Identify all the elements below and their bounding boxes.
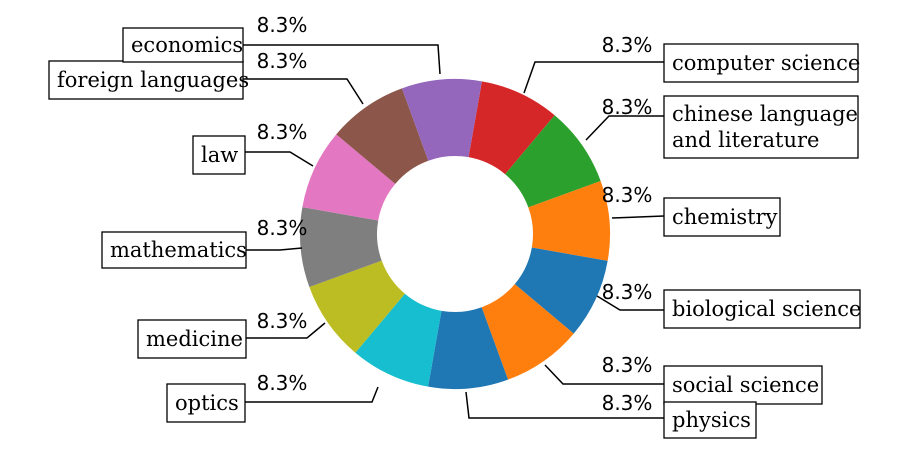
category-label-box [663,95,859,159]
slice-percent-label: 8.3% [602,183,653,207]
slice-percent-label: 8.3% [602,95,653,119]
category-label-box [663,43,859,83]
slice-social-science [481,284,574,380]
category-label: biological science [672,297,861,321]
leader-line [585,115,664,141]
category-label-box [663,365,823,405]
slice-economics [401,78,482,161]
category-label-box [663,197,781,237]
category-label: medicine [146,327,243,351]
leader-line [243,78,364,105]
slice-percent-label: 8.3% [257,13,308,37]
leader-line [523,61,664,94]
slice-physics [428,307,509,389]
category-label: physics [672,408,751,432]
category-label-box [137,319,247,359]
category-label: chemistry [672,205,778,229]
leader-lines-group [243,44,665,419]
slice-foreign-languages [336,88,429,184]
slice-chemistry [528,180,611,261]
leader-line [245,151,314,167]
leader-line [596,295,664,311]
leader-line [246,322,326,339]
category-label-box [192,135,246,175]
slice-mathematics [300,207,382,288]
slice-medicine [309,260,405,353]
category-label-box [101,231,247,269]
slice-percent-label: 8.3% [257,371,308,395]
category-label: social science [672,373,819,397]
category-label: mathematics [110,238,247,262]
leader-line [465,391,664,419]
leader-line [245,386,379,403]
slice-percent-label: 8.3% [602,391,653,415]
slice-percent-label: 8.3% [257,216,308,240]
category-label-box [663,401,757,439]
slice-chinese-language-and-literature [505,115,601,208]
slice-computer-science [468,81,555,175]
slice-biological-science [514,247,608,334]
leader-line [246,247,303,251]
slices-group [300,78,611,389]
category-label: computer science [672,51,860,75]
slice-percent-label: 8.3% [257,49,308,73]
leader-line [544,364,664,385]
slice-percent-label: 8.3% [602,33,653,57]
leader-line [611,215,665,219]
slice-percent-label: 8.3% [257,309,308,333]
category-label: law [201,143,238,167]
leader-line [243,44,441,75]
category-label: foreign languages [57,68,249,92]
slice-percent-label: 8.3% [602,280,653,304]
slice-law [302,134,396,221]
slice-percent-label: 8.3% [602,353,653,377]
labels-group: 8.3% computer science 8.3% chinese language… [48,13,861,439]
category-label-box [166,383,246,423]
category-label-box [122,27,244,63]
slice-percent-label: 8.3% [257,120,308,144]
category-label: optics [175,391,239,415]
slice-optics [355,293,442,387]
category-label-box [663,289,861,329]
category-label: chinese language and literature [672,102,858,152]
category-label: economics [131,33,243,57]
